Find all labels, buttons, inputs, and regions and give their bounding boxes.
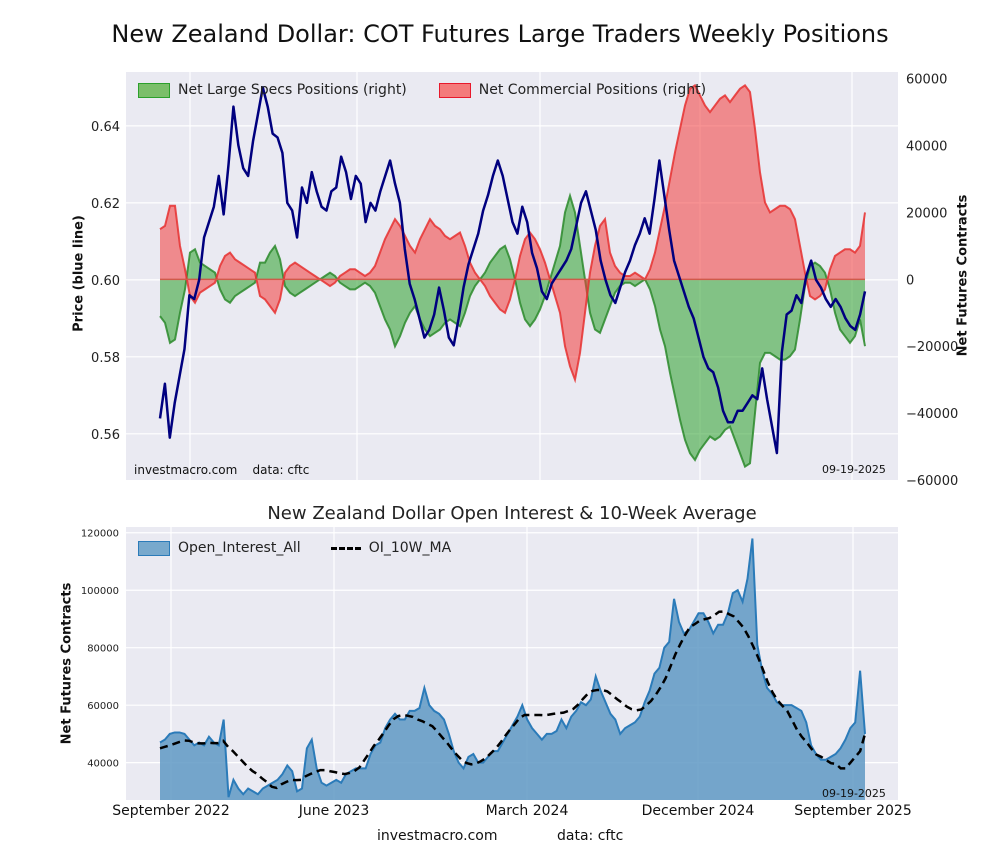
bottom-tick-label: 120000 [81, 529, 119, 540]
legend-item-oi: Open_Interest_All [138, 540, 301, 556]
top-left-tick-label: 0.58 [91, 351, 120, 366]
bottom-x-tick-label: September 2025 [794, 803, 911, 819]
top-left-annotation: investmacro.com data: cftc [134, 463, 310, 477]
specs-area-line [159, 192, 866, 469]
bottom-x-tick-label: December 2024 [642, 803, 755, 819]
top-left-axis: 0.56 0.58 0.60 0.62 0.64 [91, 120, 120, 443]
legend-item-ma: OI_10W_MA [330, 540, 452, 556]
legend-label-ma: OI_10W_MA [368, 540, 452, 556]
bottom-chart-title: New Zealand Dollar Open Interest & 10-We… [267, 503, 757, 524]
bottom-chart: 40000 60000 80000 100000 120000 September 20… [81, 527, 912, 819]
top-left-tick-label: 0.60 [91, 274, 120, 289]
legend-swatch-red [438, 82, 471, 98]
specs-area-fill [160, 195, 865, 467]
commercial-area-line [159, 83, 866, 384]
top-right-tick-label: 40000 [906, 140, 947, 155]
bottom-ma-line [159, 610, 867, 790]
bottom-date-annotation: 09-19-2025 [822, 787, 886, 800]
bottom-x-tick-label: September 2022 [112, 803, 229, 819]
top-right-tick-label: 20000 [906, 206, 947, 221]
bottom-x-tick-label: June 2023 [298, 803, 370, 819]
top-legend: Net Large Specs Positions (right) Net Co… [138, 82, 706, 98]
top-left-tick-label: 0.64 [91, 120, 120, 135]
top-left-axis-label: Price (blue line) [71, 215, 87, 332]
footer-right-credit: data: cftc [557, 828, 624, 844]
top-right-axis: −60000 −40000 −20000 0 20000 40000 60000 [906, 73, 958, 489]
page-title: New Zealand Dollar: COT Futures Large Tr… [111, 20, 889, 48]
legend-swatch-dashed [330, 546, 361, 550]
bottom-axis-label: Net Futures Contracts [59, 582, 75, 745]
legend-swatch-green [138, 82, 170, 98]
top-date-annotation: 09-19-2025 [822, 463, 886, 476]
bottom-x-axis: September 2022 June 2023 March 2024 Decembe… [112, 803, 911, 819]
top-area-series [159, 83, 866, 469]
legend-item-specs: Net Large Specs Positions (right) [138, 82, 407, 98]
ma-line [159, 610, 867, 790]
legend-item-commercial: Net Commercial Positions (right) [438, 82, 707, 98]
commercial-area-fill [160, 85, 865, 380]
bottom-left-axis: 40000 60000 80000 100000 120000 [81, 529, 119, 770]
top-chart: 0.56 0.58 0.60 0.62 0.64 −60000 −40000 −20000 0… [91, 72, 958, 489]
top-left-tick-label: 0.62 [91, 197, 120, 212]
bottom-legend: Open_Interest_All OI_10W_MA [138, 540, 451, 556]
top-right-axis-label: Net Futures Contracts [955, 194, 971, 357]
top-left-tick-label: 0.56 [91, 428, 120, 443]
top-right-tick-label: −60000 [906, 474, 958, 489]
top-price-line [158, 86, 867, 455]
bottom-tick-label: 60000 [87, 701, 119, 712]
open-interest-fill [160, 538, 865, 800]
top-right-tick-label: 0 [906, 273, 914, 288]
legend-label-specs: Net Large Specs Positions (right) [178, 82, 407, 98]
bottom-tick-label: 80000 [87, 644, 119, 655]
bottom-tick-label: 100000 [81, 586, 119, 597]
legend-label-commercial: Net Commercial Positions (right) [478, 82, 707, 98]
bottom-x-tick-label: March 2024 [486, 803, 569, 819]
top-right-tick-label: −20000 [906, 340, 958, 355]
legend-label-oi: Open_Interest_All [178, 540, 301, 556]
legend-swatch-blue [138, 540, 170, 556]
footer-left-credit: investmacro.com [377, 828, 498, 844]
bottom-tick-label: 40000 [87, 759, 119, 770]
price-line [158, 86, 867, 455]
top-right-tick-label: 60000 [906, 73, 947, 88]
top-right-tick-label: −40000 [906, 407, 958, 422]
